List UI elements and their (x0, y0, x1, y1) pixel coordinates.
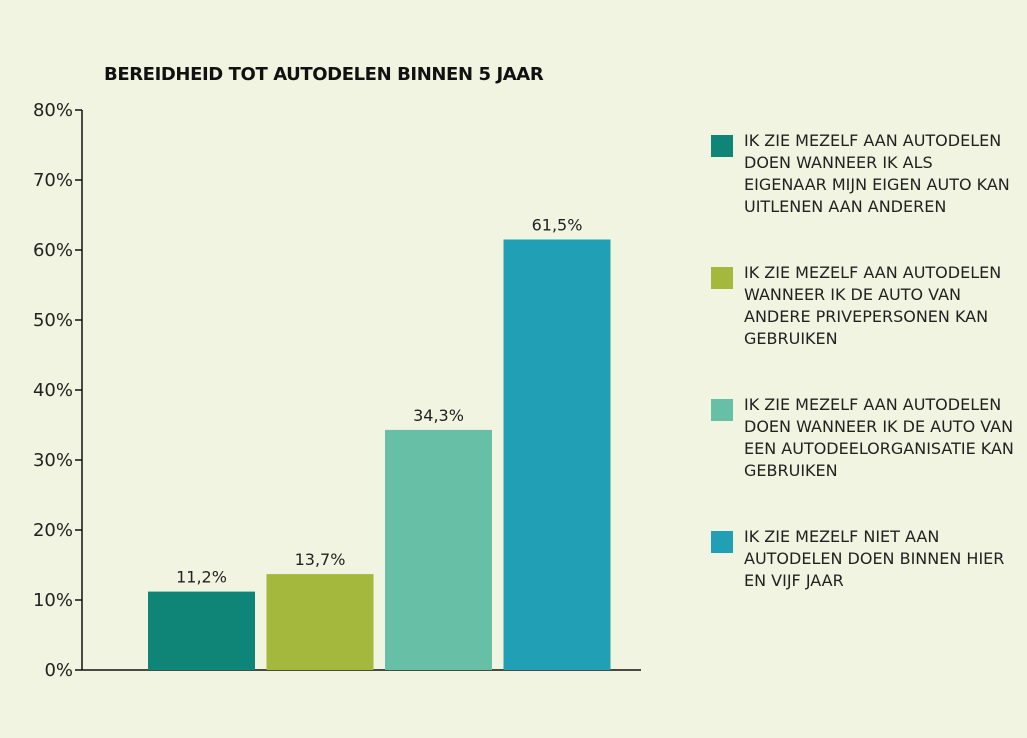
legend-item: IK ZIE MEZELF AAN AUTODELEN WANNEER IK D… (711, 262, 1011, 394)
bar (148, 591, 255, 670)
bar (503, 239, 611, 670)
legend-swatch (711, 135, 733, 157)
y-tick-label: 0% (44, 660, 73, 681)
legend-label: IK ZIE MEZELF NIET AAN AUTODELEN DOEN BI… (744, 527, 1005, 590)
y-tick-label: 50% (33, 310, 73, 331)
bar (385, 429, 492, 670)
y-tick-label: 20% (33, 520, 73, 541)
y-tick-label: 70% (33, 170, 73, 191)
bar-value-label: 34,3% (413, 406, 464, 425)
chart-title: BEREIDHEID TOT AUTODELEN BINNEN 5 JAAR (104, 64, 544, 85)
y-tick-label: 30% (33, 450, 73, 471)
legend-swatch (711, 399, 733, 421)
y-tick-label: 60% (33, 240, 73, 261)
legend-item: IK ZIE MEZELF AAN AUTODELEN DOEN WANNEER… (711, 130, 1011, 262)
legend-label: IK ZIE MEZELF AAN AUTODELEN DOEN WANNEER… (744, 131, 1010, 216)
legend-label: IK ZIE MEZELF AAN AUTODELEN DOEN WANNEER… (744, 395, 1014, 480)
bar-value-label: 61,5% (532, 216, 583, 235)
legend-item: IK ZIE MEZELF NIET AAN AUTODELEN DOEN BI… (711, 526, 1011, 658)
legend-swatch (711, 531, 733, 553)
legend-label: IK ZIE MEZELF AAN AUTODELEN WANNEER IK D… (744, 263, 1002, 348)
y-tick-label: 10% (33, 590, 73, 611)
legend-swatch (711, 267, 733, 289)
y-tick-label: 40% (33, 380, 73, 401)
legend: IK ZIE MEZELF AAN AUTODELEN DOEN WANNEER… (711, 130, 1014, 658)
bar (266, 574, 374, 670)
y-tick-label: 80% (33, 100, 73, 121)
bar-value-label: 11,2% (176, 568, 227, 587)
bar-value-label: 13,7% (295, 550, 346, 569)
legend-item: IK ZIE MEZELF AAN AUTODELEN DOEN WANNEER… (711, 394, 1014, 526)
